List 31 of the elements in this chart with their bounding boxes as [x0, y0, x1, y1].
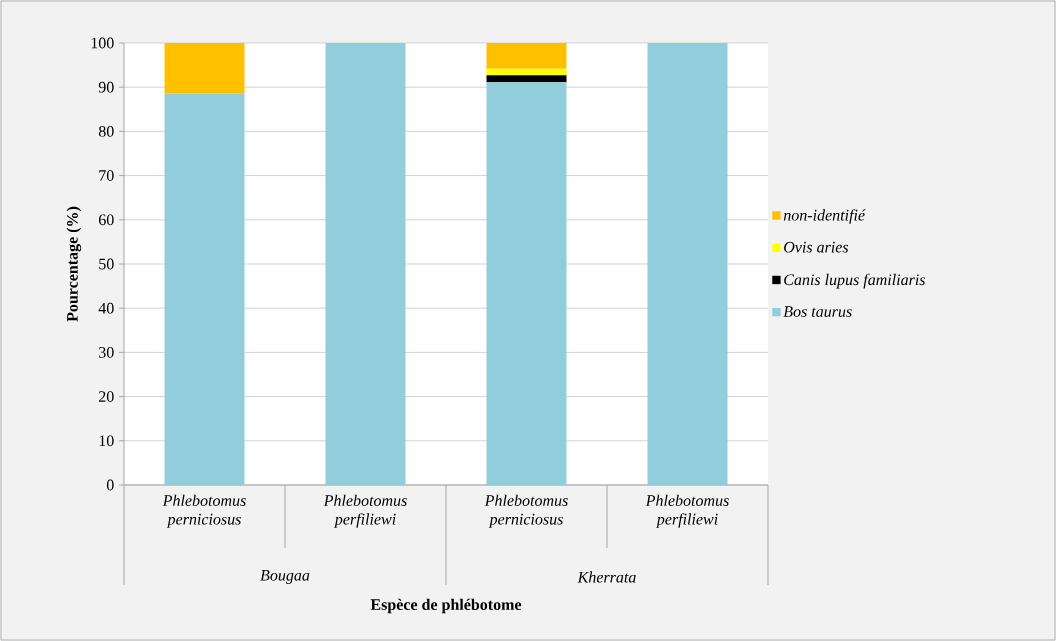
x-tick-label: Phlebotomus perfiliewi	[645, 494, 729, 528]
y-tick-label: 0	[106, 479, 114, 491]
legend-label: Bos taurus	[783, 306, 852, 317]
y-tick-label: 30	[99, 346, 114, 358]
y-tick-label: 80	[98, 125, 114, 137]
y-tick-label: 50	[99, 258, 114, 270]
x-tick-label: Phlebotomus perniciosus	[484, 494, 568, 528]
y-tick-label: 90	[98, 81, 114, 93]
bar	[647, 42, 728, 485]
x-tick-label: Phlebotomus perniciosus	[162, 494, 246, 528]
legend-label: Canis lupus familiaris	[784, 273, 926, 289]
bar	[325, 42, 406, 485]
y-tick-label: 100	[91, 37, 114, 49]
bar	[486, 68, 567, 76]
bar	[486, 75, 567, 83]
bar	[164, 93, 245, 485]
text: Bougaa	[260, 570, 310, 584]
y-tick-label: 40	[98, 302, 114, 314]
y-tick-label: 20	[99, 391, 114, 402]
text: Kherrata	[577, 571, 636, 583]
y-axis-title: Pourcentage (%)	[66, 206, 82, 322]
y-tick-label: 60	[98, 214, 114, 226]
bar	[486, 42, 567, 69]
legend-label: non-identifié	[783, 209, 866, 224]
y-tick-label: 70	[99, 170, 114, 181]
bar	[486, 82, 567, 485]
bar	[164, 42, 245, 94]
x-axis-title: Espèce de phlébotome	[370, 598, 522, 614]
x-tick-label: Phlebotomus perfiliewi	[323, 494, 407, 528]
y-tick-label: 10	[99, 435, 114, 447]
legend-label: Ovis aries	[784, 241, 849, 253]
